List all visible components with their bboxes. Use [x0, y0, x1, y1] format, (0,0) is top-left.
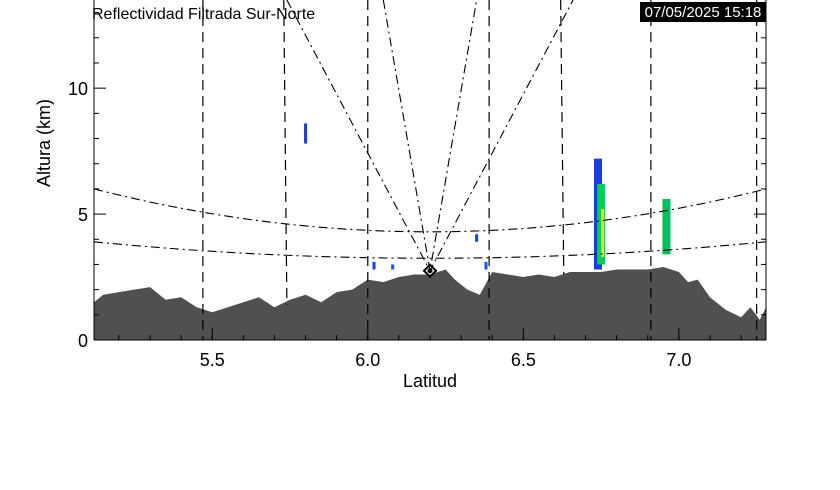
chart-title: Reflectividad Filtrada Sur-Norte	[92, 6, 315, 23]
echo-cell	[597, 183, 606, 265]
radar-location-marker	[422, 263, 438, 279]
x-ticks: 5.5 6.0 6.5 7.0	[118, 328, 742, 370]
x-tick-label: 6.5	[511, 350, 536, 370]
y-axis-title: Altura (km)	[34, 99, 54, 187]
elevation-beam-line	[94, 241, 766, 259]
y-tick-label: 5	[78, 205, 88, 225]
elevation-beam-line	[382, 0, 478, 271]
plot-area	[94, 0, 766, 340]
elevation-beam-line	[94, 188, 766, 233]
timestamp-background	[640, 2, 766, 22]
y-tick-label: 10	[68, 79, 88, 99]
echo-cell	[391, 264, 395, 270]
echo-cell	[601, 209, 605, 257]
x-tick-label: 7.0	[666, 350, 691, 370]
y-ticks: 0 5 10	[68, 12, 766, 351]
echo-cell	[475, 234, 479, 242]
range-ring-line	[560, 0, 565, 275]
range-ring-line	[283, 0, 288, 305]
radar-dot	[427, 268, 433, 274]
timestamp: 07/05/2025 15:18	[645, 4, 762, 21]
x-tick-label: 6.0	[355, 350, 380, 370]
y-tick-label: 0	[78, 331, 88, 351]
radar-diamond	[422, 263, 438, 279]
echo-cell	[372, 261, 376, 270]
x-axis-title: Latitud	[403, 371, 457, 391]
echo-layer	[304, 123, 671, 270]
echo-cell	[662, 198, 671, 255]
axes: 5.5 6.0 6.5 7.0 0 5 10	[68, 0, 767, 370]
terrain-profile	[94, 267, 766, 340]
elevation-beam-line	[286, 0, 574, 272]
echo-cell	[484, 261, 488, 270]
echo-cell	[304, 123, 308, 144]
x-tick-label: 5.5	[200, 350, 225, 370]
